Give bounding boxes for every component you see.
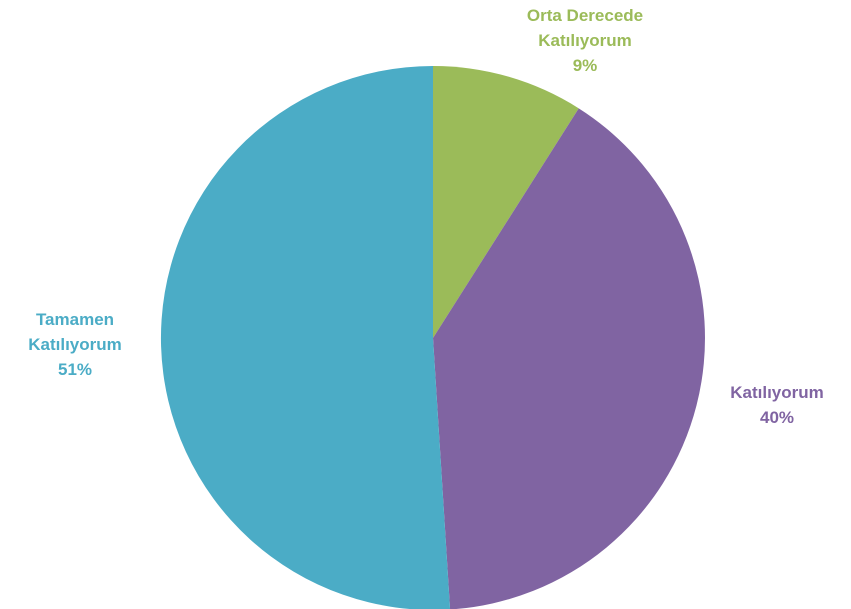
slice-label-line: Katılıyorum (730, 383, 824, 402)
slice-label-line: Katılıyorum (538, 31, 632, 50)
pie-slice (433, 66, 579, 338)
pie-slice (160, 66, 451, 609)
data-label-orta-derecede: Orta Derecede Katılıyorum 9% (527, 3, 643, 78)
slice-label-line: Orta Derecede (526, 6, 644, 25)
slice-label-line: Tamamen (35, 310, 115, 329)
data-label-tamamen-katiliyorum: Tamamen Katılıyorum 51% (28, 307, 122, 382)
slice-percent-label: 51% (57, 360, 93, 379)
slice-percent-label: 40% (759, 408, 795, 427)
data-label-katiliyorum: Katılıyorum 40% (730, 380, 824, 430)
pie-slices (160, 66, 705, 609)
pie-slice (433, 108, 705, 609)
slice-percent-label: 9% (572, 56, 598, 75)
slice-label-line: Katılıyorum (28, 335, 122, 354)
